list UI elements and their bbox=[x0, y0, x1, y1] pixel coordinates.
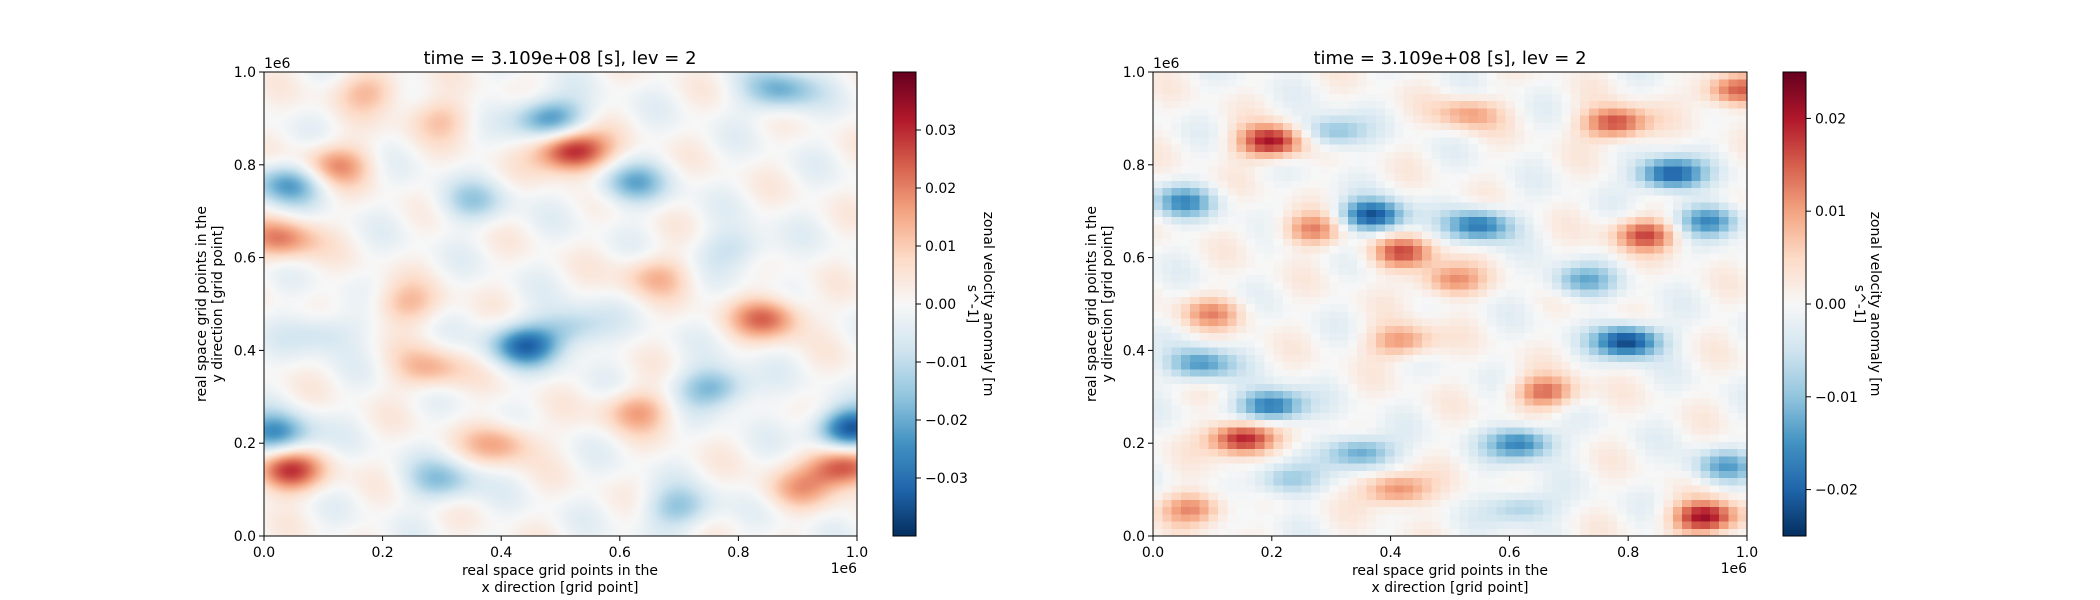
plot-frame bbox=[263, 71, 858, 537]
colorbar-tick-label: 0.02 bbox=[925, 181, 956, 197]
colorbar-tick-label: 0.00 bbox=[925, 297, 956, 313]
panel-left: time = 3.109e+08 [s], lev = 2 0.0 0.2 0.4 0… bbox=[194, 48, 996, 596]
y-axis: 0.0 0.2 0.4 0.6 0.8 1.0 bbox=[1123, 65, 1153, 545]
y-tick-label: 1.0 bbox=[234, 65, 256, 81]
colorbar-tick-label: 0.01 bbox=[925, 239, 956, 255]
plot-frame bbox=[1152, 71, 1748, 537]
y-tick-label: 0.4 bbox=[1123, 343, 1145, 359]
x-tick-label: 0.2 bbox=[371, 545, 393, 561]
colorbar-label-line-2: s^-1] bbox=[1851, 285, 1867, 323]
y-tick-label: 0.0 bbox=[1123, 529, 1145, 545]
y-axis-label-line-1: real space grid points in the bbox=[194, 206, 210, 402]
y-tick-label: 0.6 bbox=[1123, 251, 1145, 267]
y-tick-label: 0.8 bbox=[234, 158, 256, 174]
x-axis-label-line-2: x direction [grid point] bbox=[1371, 580, 1528, 596]
colorbar-label-line-2: s^-1] bbox=[964, 285, 980, 323]
y-offset-label: 1e6 bbox=[264, 56, 291, 72]
colorbar-tick-label: 0.03 bbox=[925, 123, 956, 139]
x-axis: 0.0 0.2 0.4 0.6 0.8 1.0 bbox=[1142, 536, 1758, 561]
x-tick-label: 0.2 bbox=[1261, 545, 1283, 561]
colorbar-ticks: −0.02 −0.01 0.00 0.01 0.02 bbox=[1806, 111, 1858, 499]
y-tick-label: 1.0 bbox=[1123, 65, 1145, 81]
panel-right: time = 3.109e+08 [s], lev = 2 0.0 0.2 0.4 0… bbox=[1084, 48, 1883, 596]
x-tick-label: 0.0 bbox=[253, 545, 275, 561]
heatmap-image bbox=[1153, 72, 1747, 536]
colorbar-tick-label: 0.02 bbox=[1815, 111, 1846, 127]
y-axis: 0.0 0.2 0.4 0.6 0.8 1.0 bbox=[234, 65, 264, 545]
heatmap-image bbox=[264, 72, 857, 536]
colorbar-gradient bbox=[1783, 72, 1806, 536]
x-tick-label: 0.6 bbox=[609, 545, 631, 561]
x-tick-label: 0.8 bbox=[727, 545, 749, 561]
y-tick-label: 0.2 bbox=[1123, 436, 1145, 452]
colorbar-gradient bbox=[893, 72, 916, 536]
x-offset-label: 1e6 bbox=[1721, 561, 1748, 577]
colorbar-tick-label: 0.00 bbox=[1815, 297, 1846, 313]
x-tick-label: 0.8 bbox=[1617, 545, 1639, 561]
x-tick-label: 0.4 bbox=[490, 545, 512, 561]
x-axis-label-line-2: x direction [grid point] bbox=[481, 580, 638, 596]
y-tick-label: 0.0 bbox=[234, 529, 256, 545]
x-offset-label: 1e6 bbox=[831, 561, 858, 577]
x-tick-label: 1.0 bbox=[1736, 545, 1758, 561]
x-tick-label: 0.0 bbox=[1142, 545, 1164, 561]
x-tick-label: 0.4 bbox=[1379, 545, 1401, 561]
y-tick-label: 0.6 bbox=[234, 251, 256, 267]
colorbar-tick-label: −0.02 bbox=[1815, 483, 1858, 499]
y-axis-label-line-2: y direction [grid point] bbox=[1100, 225, 1116, 382]
y-tick-label: 0.4 bbox=[234, 343, 256, 359]
x-axis: 0.0 0.2 0.4 0.6 0.8 1.0 bbox=[253, 536, 868, 561]
colorbar-label-line-1: zonal velocity anomaly [m bbox=[1867, 212, 1883, 397]
x-axis-label-line-1: real space grid points in the bbox=[462, 563, 658, 579]
colorbar-tick-label: 0.01 bbox=[1815, 204, 1846, 220]
colorbar-tick-label: −0.01 bbox=[1815, 390, 1858, 406]
x-tick-label: 0.6 bbox=[1498, 545, 1520, 561]
colorbar-label-line-1: zonal velocity anomaly [m bbox=[980, 212, 996, 397]
y-offset-label: 1e6 bbox=[1153, 56, 1180, 72]
x-axis-label-line-1: real space grid points in the bbox=[1352, 563, 1548, 579]
y-tick-label: 0.2 bbox=[234, 436, 256, 452]
chart-title: time = 3.109e+08 [s], lev = 2 bbox=[1313, 48, 1586, 69]
y-axis-label-line-1: real space grid points in the bbox=[1084, 206, 1100, 402]
y-tick-label: 0.8 bbox=[1123, 158, 1145, 174]
x-tick-label: 1.0 bbox=[846, 545, 868, 561]
chart-title: time = 3.109e+08 [s], lev = 2 bbox=[423, 48, 696, 69]
y-axis-label-line-2: y direction [grid point] bbox=[210, 225, 226, 382]
colorbar-tick-label: −0.03 bbox=[925, 471, 968, 487]
colorbar-tick-label: −0.02 bbox=[925, 413, 968, 429]
colorbar-ticks: −0.03 −0.02 −0.01 0.00 0.01 0.02 0.03 bbox=[916, 123, 968, 487]
colorbar-tick-label: −0.01 bbox=[925, 355, 968, 371]
